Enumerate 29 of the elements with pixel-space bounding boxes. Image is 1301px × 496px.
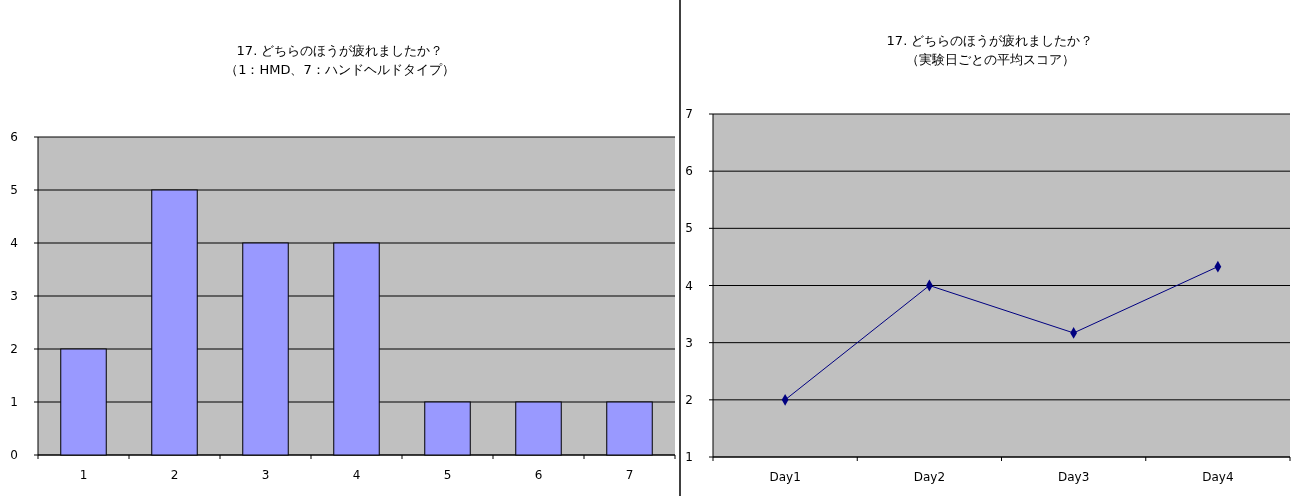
chart-title: 17. どちらのほうが疲れましたか？ [886, 33, 1094, 48]
y-tick-label: 2 [10, 342, 18, 356]
y-tick-label: 0 [10, 448, 18, 462]
x-tick-label: Day2 [913, 470, 946, 484]
chart-subtitle: （1：HMD、7：ハンドヘルドタイプ） [225, 62, 455, 77]
x-tick-label: 6 [534, 468, 543, 482]
x-tick-label: 2 [170, 468, 179, 482]
y-tick-label: 6 [685, 164, 693, 179]
x-tick-label: Day3 [1057, 470, 1090, 484]
x-tick-label: 7 [625, 468, 634, 482]
chart-title: 17. どちらのほうが疲れましたか？ [236, 43, 444, 58]
x-tick-label: 1 [79, 468, 88, 482]
x-tick-label: Day4 [1202, 470, 1234, 484]
y-tick-label: 4 [685, 278, 693, 293]
y-tick-label: 2 [685, 392, 693, 407]
y-tick-label: 4 [10, 236, 18, 250]
x-tick-label: 3 [261, 468, 270, 482]
y-tick-label: 1 [10, 395, 18, 409]
y-tick-label: 6 [10, 130, 18, 144]
y-tick-label: 3 [685, 335, 693, 350]
y-tick-label: 7 [685, 107, 693, 121]
y-tick-label: 1 [685, 450, 693, 464]
x-tick-label: 4 [352, 468, 361, 482]
x-tick-label: 5 [443, 468, 452, 482]
y-tick-label: 5 [10, 183, 18, 197]
y-tick-label: 3 [10, 289, 18, 303]
chart-subtitle: （実験日ごとの平均スコア） [905, 52, 1075, 67]
y-tick-label: 5 [685, 221, 693, 236]
x-tick-label: Day1 [769, 470, 801, 484]
